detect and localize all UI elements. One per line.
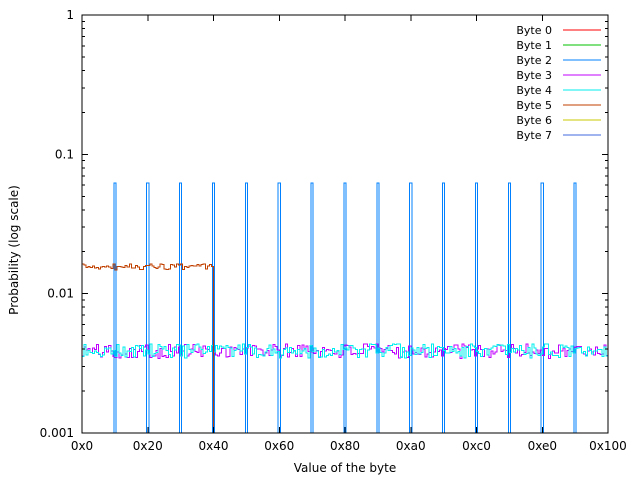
x-tick-label: 0x20	[133, 439, 163, 453]
y-axis-title: Probability (log scale)	[7, 185, 21, 315]
y-tick-label: 0.01	[47, 287, 74, 301]
series-byte-2	[113, 182, 577, 433]
x-tick-label: 0xe0	[528, 439, 557, 453]
x-axis-title: Value of the byte	[293, 461, 397, 475]
legend-entry-label: Byte 7	[516, 129, 552, 142]
series-byte-5	[82, 263, 214, 433]
x-tick-label: 0x0	[71, 439, 93, 453]
y-tick-label: 0.1	[55, 147, 74, 161]
legend-entry-label: Byte 1	[516, 39, 552, 52]
legend-entry-label: Byte 5	[516, 99, 552, 112]
series-byte-3	[82, 343, 608, 359]
x-tick-label: 0x80	[330, 439, 360, 453]
legend-entry-label: Byte 6	[516, 114, 552, 127]
series-byte-4	[82, 343, 608, 359]
x-tick-label: 0x60	[264, 439, 294, 453]
y-tick-label: 0.001	[40, 426, 74, 440]
x-tick-label: 0xa0	[396, 439, 426, 453]
x-tick-label: 0x40	[198, 439, 228, 453]
y-tick-label: 1	[66, 8, 74, 22]
x-tick-label: 0x100	[589, 439, 627, 453]
legend-entry-label: Byte 0	[516, 24, 552, 37]
legend-entry-label: Byte 2	[516, 54, 552, 67]
x-tick-label: 0xc0	[462, 439, 491, 453]
legend-entry-label: Byte 4	[516, 84, 552, 97]
legend-entry-label: Byte 3	[516, 69, 552, 82]
